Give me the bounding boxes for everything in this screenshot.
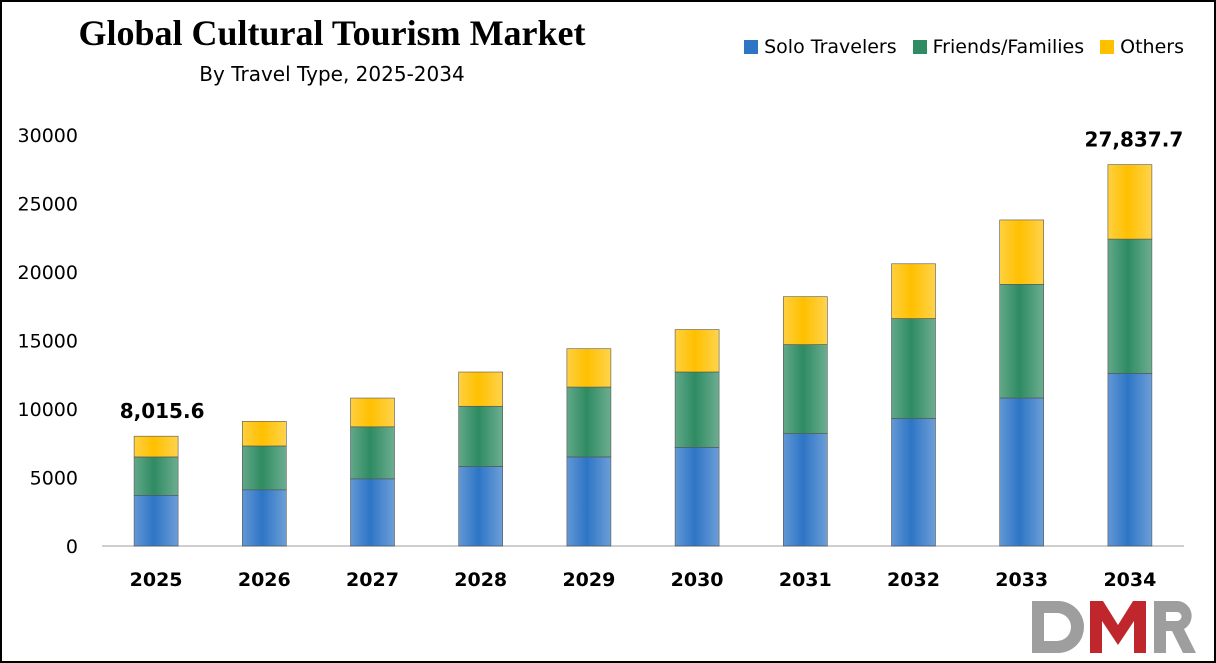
data-label: 8,015.6 — [120, 399, 205, 423]
x-tick-label: 2033 — [995, 569, 1048, 591]
legend-label-others: Others — [1120, 36, 1184, 58]
x-tick-label: 2032 — [887, 569, 940, 591]
y-tick-label: 5000 — [30, 468, 78, 490]
bar-segment — [999, 397, 1045, 547]
bar-segment — [566, 386, 612, 458]
bar-segment — [891, 318, 936, 419]
bar-segment — [350, 478, 395, 547]
bar-segment — [782, 344, 828, 434]
legend-swatch-friends-families — [912, 40, 927, 54]
x-tick-label: 2025 — [130, 569, 183, 591]
bar-segment — [891, 418, 936, 547]
legend-swatch-others — [1100, 40, 1115, 54]
data-label: 27,837.7 — [1085, 128, 1184, 152]
bar-segment — [999, 284, 1045, 399]
bar-segment — [242, 421, 287, 447]
bar-segment — [674, 447, 720, 547]
bar-segment — [674, 329, 720, 373]
bar-segment — [458, 466, 504, 547]
bar-segment — [566, 348, 612, 388]
y-tick-label: 25000 — [18, 194, 78, 216]
x-tick-label: 2028 — [454, 569, 507, 591]
y-tick-label: 15000 — [18, 331, 78, 353]
y-tick-label: 10000 — [18, 399, 78, 421]
bar-segment — [999, 219, 1045, 285]
bar-segment — [1107, 373, 1153, 547]
dmr-logo — [1032, 601, 1196, 653]
bar-segment — [350, 426, 395, 480]
legend-item-others: Others — [1100, 36, 1184, 58]
x-tick-label: 2027 — [346, 569, 399, 591]
x-tick-label: 2029 — [562, 569, 615, 591]
x-tick-label: 2034 — [1103, 569, 1156, 591]
bar-segment — [782, 296, 828, 345]
bar-segment — [1107, 164, 1153, 240]
bar-segment — [1107, 238, 1153, 374]
bar-segment — [133, 456, 179, 496]
bar-segment — [891, 263, 936, 319]
legend-item-friends-families: Friends/Families — [912, 36, 1085, 58]
bar-segment — [782, 433, 828, 547]
bar-segment — [133, 495, 179, 547]
legend-swatch-solo-travelers — [744, 40, 759, 54]
chart-legend: Solo Travelers Friends/Families Others — [728, 36, 1184, 58]
y-tick-label: 0 — [66, 536, 78, 558]
bar-segment — [458, 405, 504, 467]
chart-subtitle: By Travel Type, 2025-2034 — [199, 62, 465, 86]
x-tick-label: 2031 — [779, 569, 832, 591]
y-tick-label: 20000 — [18, 262, 78, 284]
legend-label-friends-families: Friends/Families — [932, 36, 1085, 58]
y-tick-label: 30000 — [18, 125, 78, 147]
bar-segment — [242, 445, 287, 491]
legend-label-solo-travelers: Solo Travelers — [764, 36, 897, 58]
legend-item-solo-travelers: Solo Travelers — [744, 36, 897, 58]
x-tick-label: 2030 — [671, 569, 724, 591]
bar-segment — [674, 371, 720, 448]
bar-segment — [242, 489, 287, 547]
bar-segment — [566, 456, 612, 547]
chart-title: Global Cultural Tourism Market — [78, 13, 586, 53]
bar-segment — [458, 371, 504, 407]
bar-segment — [133, 435, 179, 458]
bar-segment — [350, 397, 395, 428]
x-tick-label: 2026 — [238, 569, 291, 591]
